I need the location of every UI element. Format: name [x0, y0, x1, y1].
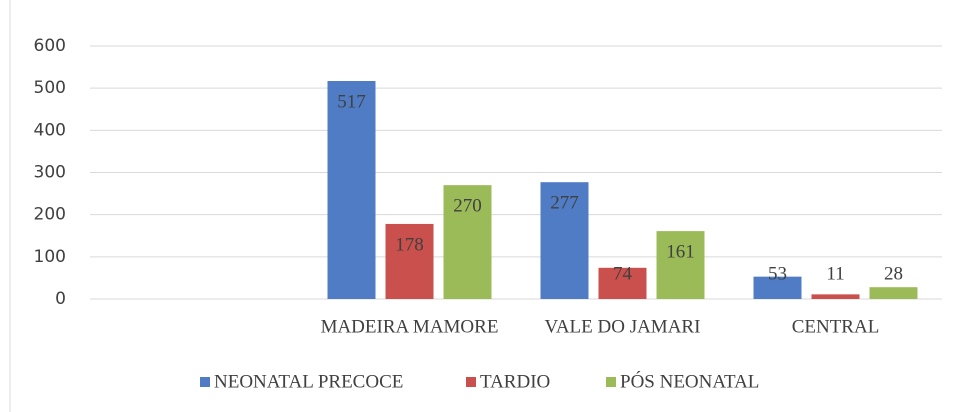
legend-label: NEONATAL PRECOCE: [214, 371, 403, 392]
data-label: 178: [395, 234, 424, 255]
y-tick-label: 200: [34, 205, 66, 225]
bar: [656, 231, 705, 299]
y-tick-label: 400: [34, 120, 66, 140]
legend-swatch: [466, 377, 476, 387]
y-tick-label: 300: [34, 163, 66, 183]
legend-label: PÓS NEONATAL: [620, 370, 759, 392]
data-label: 161: [666, 241, 695, 262]
data-label: 11: [826, 263, 844, 284]
legend-label: TARDIO: [480, 371, 550, 392]
x-tick-label: CENTRAL: [792, 316, 880, 337]
bar: [753, 276, 802, 299]
x-tick-label: MADEIRA MAMORE: [321, 316, 499, 337]
y-tick-label: 0: [55, 289, 66, 309]
legend-swatch: [200, 377, 210, 387]
bar: [811, 294, 860, 299]
legend-swatch: [606, 377, 616, 387]
bar: [443, 185, 492, 299]
data-label: 270: [453, 196, 482, 217]
data-label: 53: [768, 263, 787, 284]
bar: [540, 182, 589, 299]
y-tick-label: 500: [34, 78, 66, 98]
y-tick-label: 100: [34, 247, 66, 267]
data-label: 28: [884, 263, 903, 284]
data-label: 74: [613, 263, 633, 284]
bar: [869, 287, 918, 299]
y-tick-label: 600: [34, 36, 66, 56]
bar: [327, 80, 376, 299]
data-label: 277: [550, 193, 579, 214]
bar: [598, 267, 647, 299]
bar: [385, 223, 434, 299]
data-label: 517: [337, 91, 366, 112]
x-tick-label: VALE DO JAMARI: [545, 316, 701, 337]
